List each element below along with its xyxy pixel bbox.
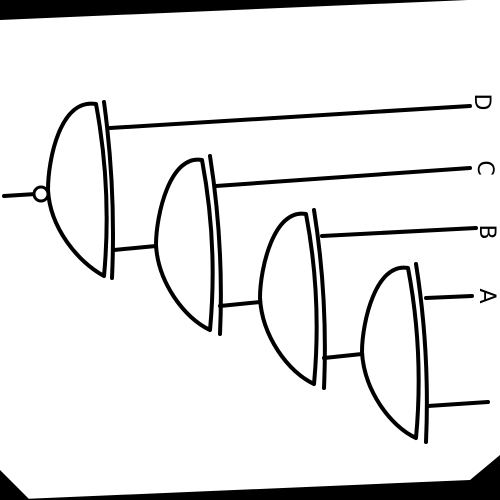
wire-a — [424, 294, 474, 300]
wire-unlabeled-input — [426, 400, 490, 408]
input-label-c: C — [472, 160, 497, 175]
gate-2-body — [154, 157, 215, 332]
gate-1-nor — [32, 100, 115, 280]
gate-4-or — [360, 262, 429, 444]
gate-1-body — [46, 101, 109, 278]
wire-d — [108, 104, 472, 130]
gate-4-back-line — [414, 262, 429, 444]
input-label-d: D — [469, 94, 494, 111]
gate-1-back-line — [102, 100, 115, 280]
gate-1-output-bubble — [32, 185, 50, 203]
output-wire — [2, 192, 38, 198]
input-label-a: A — [474, 288, 499, 303]
gate-3-back-line — [312, 208, 327, 390]
gate-2-or — [154, 154, 223, 336]
wire-b — [320, 226, 478, 238]
wire-gate4-to-gate3 — [322, 352, 364, 360]
bottom-left-corner — [0, 470, 30, 500]
wire-gate2-to-gate1 — [112, 244, 158, 252]
gate-4-body — [360, 265, 421, 440]
gate-2-back-line — [208, 154, 223, 336]
gate-3-or — [258, 208, 327, 390]
gate-3-body — [258, 211, 319, 386]
wire-c — [214, 166, 472, 188]
input-label-b: B — [474, 224, 499, 239]
wire-gate3-to-gate2 — [218, 300, 262, 308]
